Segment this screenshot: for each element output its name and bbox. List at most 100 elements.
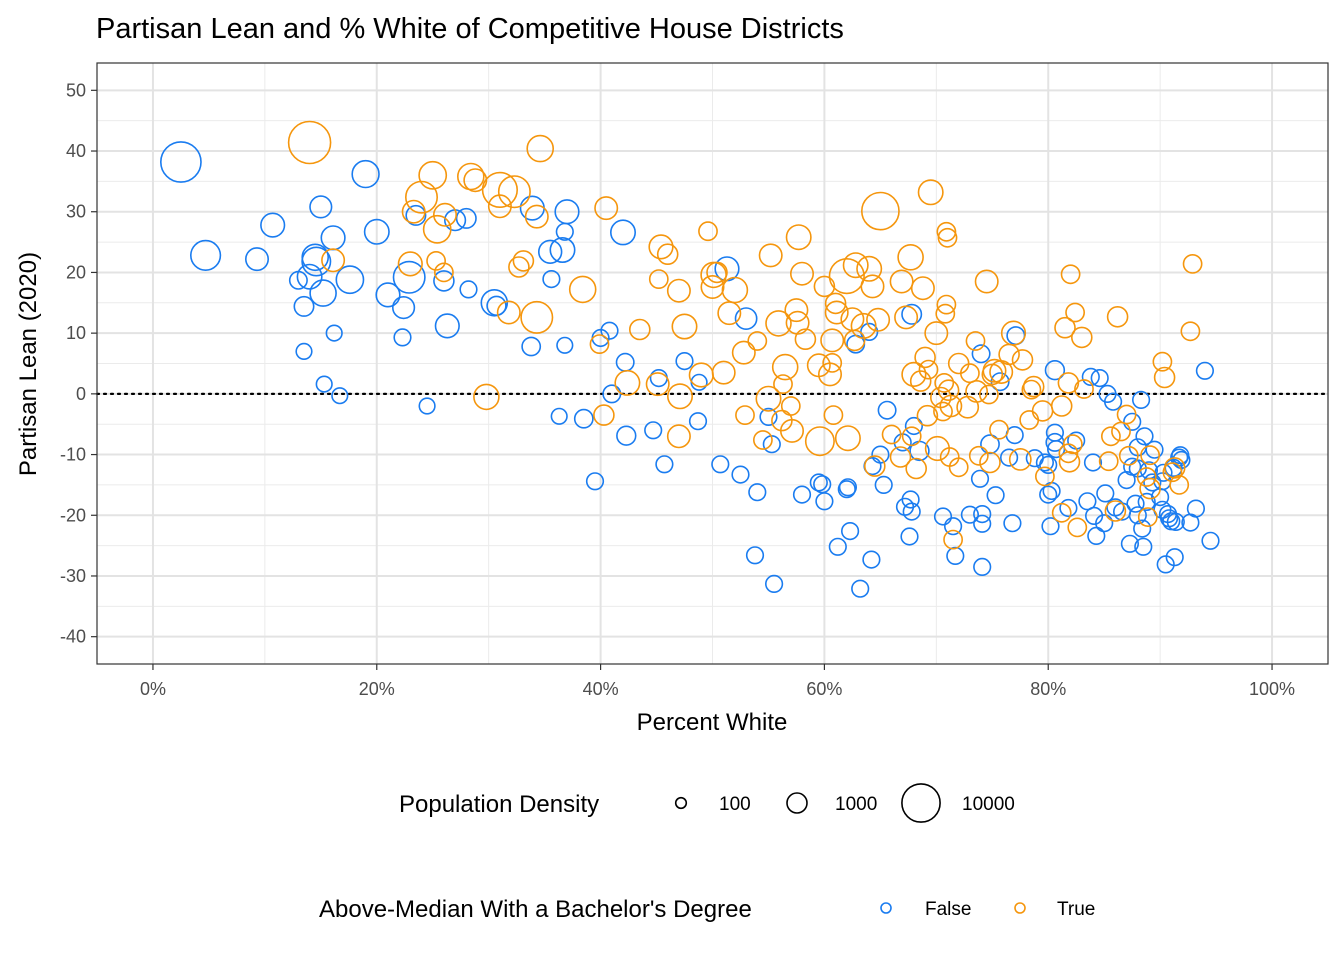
data-point: [526, 134, 555, 163]
y-tick-label: 50: [66, 80, 86, 100]
data-point: [935, 303, 956, 324]
data-point: [965, 331, 986, 351]
data-point: [655, 455, 674, 474]
y-tick-label: 20: [66, 262, 86, 282]
data-point: [1180, 321, 1201, 342]
data-point: [700, 274, 725, 299]
data-point: [648, 234, 674, 260]
legend-size-label: 100: [719, 794, 751, 815]
legend-color-label: True: [1057, 899, 1095, 920]
data-point: [916, 404, 939, 427]
data-point: [1054, 316, 1076, 339]
data-point: [434, 313, 460, 339]
data-point: [1165, 548, 1184, 567]
y-tick-label: -40: [60, 627, 86, 647]
data-point: [856, 255, 883, 282]
data-point: [1135, 427, 1154, 446]
data-point: [877, 400, 897, 420]
data-point: [585, 472, 605, 491]
data-point: [747, 331, 768, 351]
data-point: [521, 336, 542, 357]
data-point: [404, 180, 438, 214]
data-point: [1021, 379, 1042, 400]
data-point: [1051, 502, 1072, 523]
data-point: [1195, 361, 1214, 380]
chart-title: Partisan Lean and % White of Competitive…: [96, 13, 844, 45]
data-point: [614, 369, 641, 396]
data-point: [1133, 519, 1152, 538]
data-point: [871, 445, 890, 464]
x-axis-title: Percent White: [637, 709, 788, 736]
data-point: [1035, 466, 1055, 487]
data-point: [866, 307, 891, 332]
data-point: [894, 305, 919, 330]
data-point: [780, 396, 801, 416]
data-point: [1022, 375, 1045, 398]
data-point: [979, 384, 999, 405]
data-point: [1126, 494, 1145, 513]
data-point: [609, 219, 636, 246]
data-point: [190, 239, 222, 271]
data-point: [889, 446, 912, 468]
axis-ticks: 0% 20% 40% 60% 80% 100% -40 -30 -20 -10 0 10 20 30 40 5…: [60, 80, 1295, 699]
data-point: [573, 408, 594, 429]
data-point: [1101, 426, 1121, 447]
data-point: [648, 269, 669, 290]
data-point: [881, 424, 902, 445]
data-point: [481, 171, 519, 208]
data-point: [711, 360, 736, 385]
data-point: [1011, 349, 1034, 371]
data-point: [549, 237, 576, 264]
data-point: [999, 448, 1019, 467]
data-point: [1103, 392, 1123, 411]
data-point: [960, 505, 980, 524]
data-point: [936, 294, 957, 315]
data-point: [486, 295, 507, 316]
y-tick-label: 10: [66, 323, 86, 343]
data-point: [901, 490, 920, 509]
data-point: [363, 218, 390, 245]
legend-color-key: [880, 902, 892, 914]
data-point: [815, 492, 834, 511]
data-point: [1145, 440, 1164, 459]
data-point: [861, 191, 900, 231]
data-point: [862, 550, 881, 569]
data-point: [524, 204, 549, 229]
panel-border: [96, 62, 1329, 665]
data-point: [698, 221, 718, 242]
data-point: [1058, 450, 1081, 473]
data-point: [771, 353, 799, 381]
data-point: [455, 207, 477, 229]
data-point: [860, 274, 885, 299]
data-point: [968, 445, 989, 466]
data-point: [735, 405, 755, 426]
data-point: [295, 342, 313, 361]
data-point: [1169, 474, 1190, 495]
data-point: [418, 160, 448, 190]
data-point: [1186, 499, 1205, 518]
data-point: [820, 328, 845, 353]
points-layer: [159, 120, 1220, 598]
data-point: [392, 296, 416, 320]
legend-color-title: Above-Median With a Bachelor's Degree: [319, 896, 752, 923]
data-point: [1074, 379, 1094, 399]
data-point: [666, 383, 693, 410]
y-tick-label: -10: [60, 445, 86, 465]
data-point: [970, 469, 990, 488]
data-point: [817, 362, 842, 387]
data-point: [555, 222, 574, 241]
data-point: [1182, 253, 1203, 274]
data-point: [321, 248, 346, 273]
data-point: [496, 300, 521, 325]
data-point: [863, 455, 886, 477]
data-point: [644, 421, 663, 440]
data-point: [706, 261, 728, 284]
data-point: [900, 527, 919, 546]
data-point: [1003, 514, 1022, 533]
data-point: [309, 279, 337, 307]
data-point: [943, 517, 963, 536]
data-point: [979, 451, 1001, 474]
data-point: [393, 328, 412, 347]
